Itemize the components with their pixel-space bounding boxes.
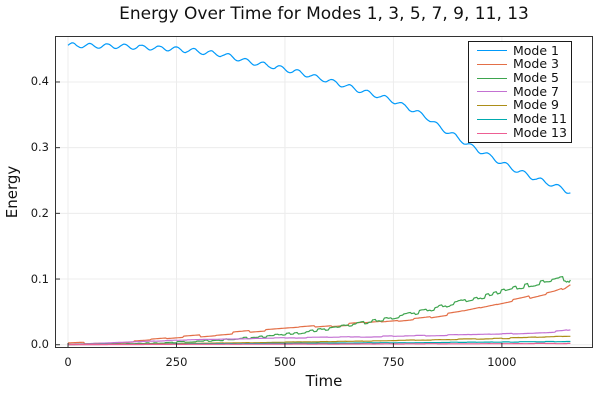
legend-label: Mode 11 xyxy=(513,111,567,127)
legend-line-swatch xyxy=(477,77,507,79)
x-tick-label: 1000 xyxy=(487,355,517,369)
legend-line-swatch xyxy=(477,64,507,66)
series-line-mode-7 xyxy=(67,329,571,345)
series-line-mode-3 xyxy=(67,284,571,345)
legend-label: Mode 9 xyxy=(513,97,559,113)
legend-label: Mode 7 xyxy=(513,83,559,99)
x-tick-label: 250 xyxy=(165,355,188,369)
legend-label: Mode 1 xyxy=(513,42,559,58)
legend-label: Mode 3 xyxy=(513,56,559,72)
legend-line-swatch xyxy=(477,132,507,134)
legend-item: Mode 13 xyxy=(477,124,571,140)
legend-item: Mode 11 xyxy=(477,113,571,126)
chart-title: Energy Over Time for Modes 1, 3, 5, 7, 9… xyxy=(119,4,529,24)
legend-item: Mode 5 xyxy=(477,70,571,85)
legend-item: Mode 1 xyxy=(477,44,571,57)
legend-item: Mode 9 xyxy=(477,99,571,112)
legend-label: Mode 13 xyxy=(513,124,567,140)
plot-frame xyxy=(55,36,593,348)
y-tick-label: 0.2 xyxy=(30,205,49,220)
x-tick-label: 500 xyxy=(273,355,296,369)
legend-item: Mode 7 xyxy=(477,85,571,98)
y-tick-label: 0.3 xyxy=(30,140,49,155)
legend: Mode 1 Mode 3 Mode 5 Mode 7 Mode 9 Mode 11 Mod… xyxy=(468,41,572,143)
legend-label: Mode 5 xyxy=(513,70,559,85)
y-tick-label: 0.0 xyxy=(30,337,49,352)
series-line-mode-1 xyxy=(67,42,571,194)
series-line-mode-13 xyxy=(67,342,571,346)
x-tick-label: 0 xyxy=(64,355,72,369)
legend-line-swatch xyxy=(477,91,507,93)
legend-line-swatch xyxy=(477,105,507,107)
legend-line-swatch xyxy=(477,118,507,120)
legend-line-swatch xyxy=(477,50,507,52)
y-tick-label: 0.4 xyxy=(30,74,49,89)
x-axis-label: Time xyxy=(305,372,343,390)
legend-item: Mode 3 xyxy=(477,58,571,71)
y-tick-label: 0.1 xyxy=(30,271,49,286)
x-tick-label: 750 xyxy=(382,355,405,369)
